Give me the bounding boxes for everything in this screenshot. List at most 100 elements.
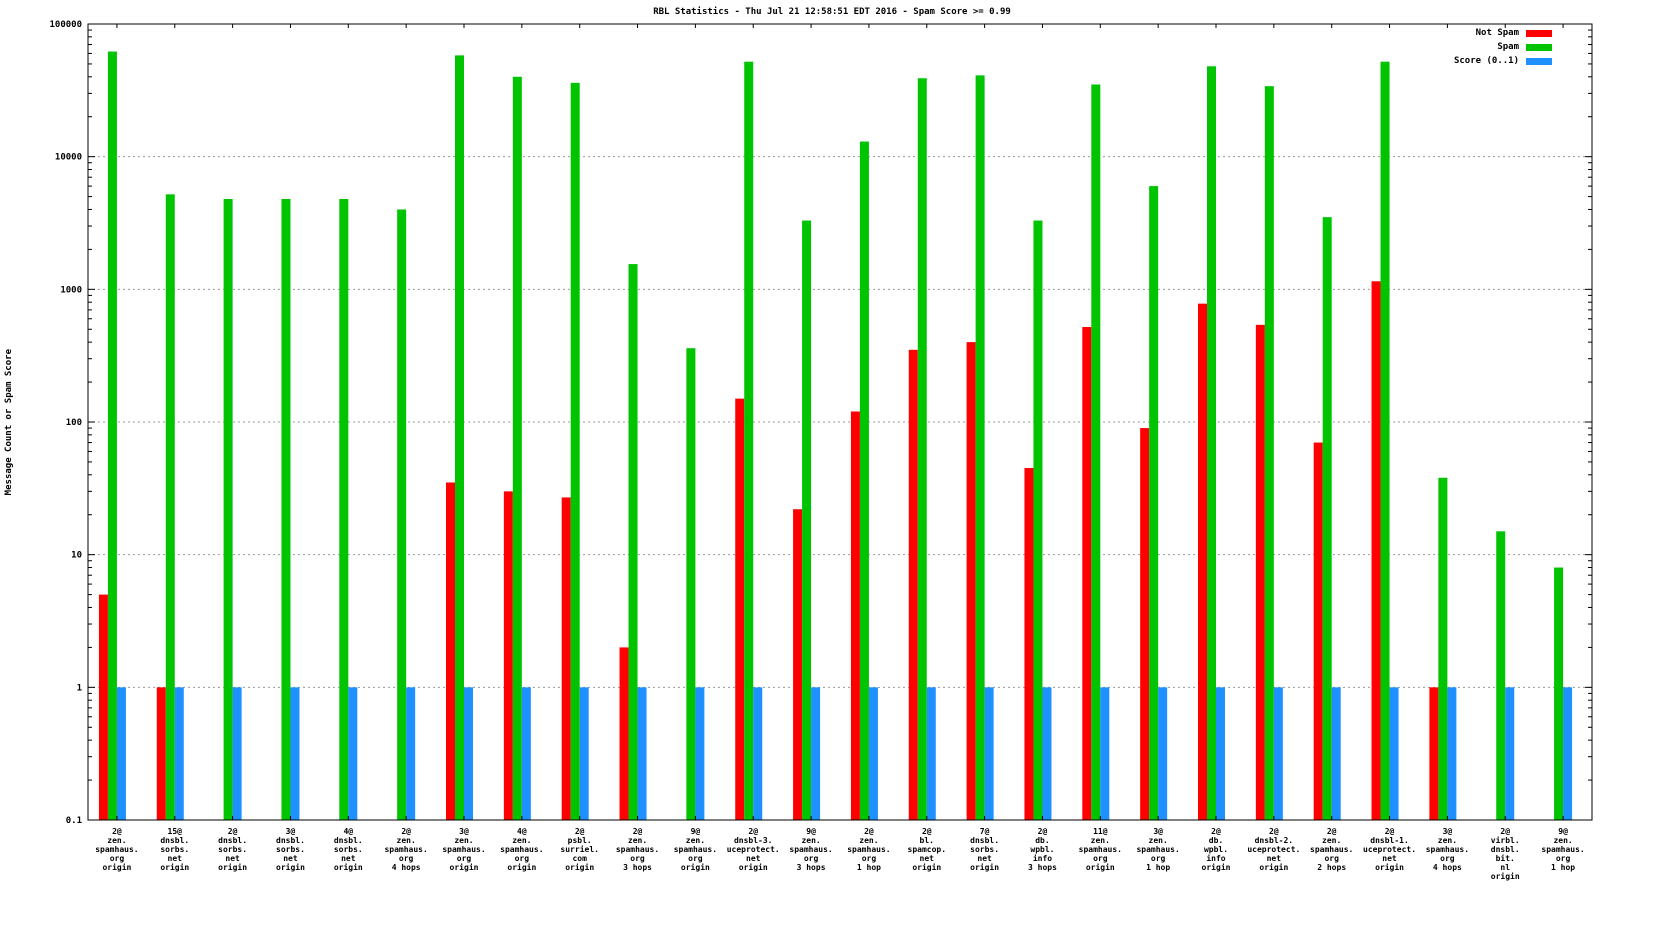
y-tick-label: 100 bbox=[66, 418, 82, 428]
x-category-label: 2@ dnsbl-1. uceprotect. net origin bbox=[1363, 827, 1416, 872]
bar-score-0-1--5 bbox=[406, 687, 416, 820]
bar-not-spam-12 bbox=[793, 509, 803, 820]
bar-score-0-1--7 bbox=[521, 687, 531, 820]
legend-label: Score (0..1) bbox=[1453, 56, 1519, 66]
x-category-label: 2@ zen. spamhaus. org 1 hop bbox=[847, 827, 890, 872]
bar-score-0-1--0 bbox=[116, 687, 126, 820]
x-category-label: 2@ virbl. dnsbl. bit. nl origin bbox=[1491, 827, 1520, 881]
x-category-label: 3@ zen. spamhaus. org 1 hop bbox=[1136, 827, 1179, 872]
bar-spam-9 bbox=[628, 264, 638, 821]
bar-spam-25 bbox=[1554, 567, 1564, 820]
bar-not-spam-18 bbox=[1140, 428, 1150, 820]
bar-spam-18 bbox=[1149, 186, 1159, 820]
y-tick-label: 0.1 bbox=[66, 816, 82, 826]
x-category-label: 3@ zen. spamhaus. org 4 hops bbox=[1426, 827, 1469, 872]
bar-score-0-1--1 bbox=[174, 687, 184, 820]
bar-spam-10 bbox=[686, 348, 696, 820]
bar-spam-16 bbox=[1033, 220, 1043, 820]
bar-score-0-1--23 bbox=[1447, 687, 1457, 820]
bar-score-0-1--19 bbox=[1216, 687, 1225, 820]
y-tick-label: 10 bbox=[71, 551, 82, 561]
bar-score-0-1--18 bbox=[1158, 687, 1168, 820]
bar-score-0-1--2 bbox=[232, 687, 242, 820]
bar-not-spam-19 bbox=[1198, 303, 1207, 820]
bar-spam-21 bbox=[1322, 217, 1332, 821]
x-category-label: 7@ dnsbl. sorbs. net origin bbox=[970, 827, 999, 872]
x-category-label: 2@ zen. spamhaus. org 2 hops bbox=[1310, 827, 1353, 872]
bar-not-spam-8 bbox=[561, 497, 571, 820]
bar-not-spam-6 bbox=[446, 482, 455, 820]
legend: Not Spam Spam Score (0..1) bbox=[1454, 28, 1552, 70]
x-category-label: 2@ dnsbl-3. uceprotect. net origin bbox=[727, 827, 780, 872]
y-tick-label: 10000 bbox=[55, 153, 82, 163]
bar-spam-17 bbox=[1091, 84, 1101, 821]
bar-score-0-1--25 bbox=[1563, 687, 1573, 820]
bar-score-0-1--6 bbox=[464, 687, 473, 820]
legend-item: Not Spam bbox=[1454, 28, 1552, 38]
bar-not-spam-14 bbox=[908, 349, 918, 820]
x-category-label: 4@ zen. spamhaus. org origin bbox=[500, 827, 543, 872]
bar-score-0-1--15 bbox=[984, 687, 994, 820]
bar-spam-11 bbox=[744, 61, 754, 821]
bar-not-spam-21 bbox=[1313, 442, 1323, 820]
bar-not-spam-1 bbox=[156, 687, 166, 820]
bar-not-spam-20 bbox=[1255, 324, 1265, 820]
bar-score-0-1--3 bbox=[290, 687, 300, 820]
y-tick-label: 1000 bbox=[60, 285, 82, 295]
bar-spam-8 bbox=[570, 82, 580, 820]
x-category-label: 2@ zen. spamhaus. org 4 hops bbox=[384, 827, 427, 872]
y-tick-label: 100000 bbox=[49, 20, 82, 30]
bar-spam-22 bbox=[1380, 61, 1390, 821]
bar-score-0-1--14 bbox=[926, 687, 936, 820]
bar-spam-6 bbox=[455, 55, 464, 821]
bar-score-0-1--10 bbox=[695, 687, 705, 820]
x-category-label: 4@ dnsbl. sorbs. net origin bbox=[334, 827, 363, 872]
bar-spam-24 bbox=[1496, 531, 1506, 820]
legend-swatch-score-0-1- bbox=[1526, 57, 1552, 65]
legend-item: Score (0..1) bbox=[1454, 56, 1552, 66]
legend-item: Spam bbox=[1454, 42, 1552, 52]
x-category-label: 2@ zen. spamhaus. org origin bbox=[95, 827, 138, 872]
x-category-label: 2@ dnsbl-2. uceprotect. net origin bbox=[1247, 827, 1300, 872]
x-category-label: 3@ dnsbl. sorbs. net origin bbox=[276, 827, 305, 872]
bar-score-0-1--20 bbox=[1273, 687, 1283, 820]
bar-spam-3 bbox=[281, 198, 291, 820]
legend-label: Not Spam bbox=[1475, 28, 1519, 38]
bar-spam-1 bbox=[165, 194, 175, 820]
x-category-label: 2@ psbl. surriel. com origin bbox=[560, 827, 599, 872]
bar-not-spam-0 bbox=[98, 594, 108, 820]
x-category-label: 2@ db. wpbl. info origin bbox=[1202, 827, 1231, 872]
bar-score-0-1--17 bbox=[1100, 687, 1110, 820]
bar-score-0-1--21 bbox=[1331, 687, 1341, 820]
bar-score-0-1--13 bbox=[868, 687, 878, 820]
x-category-label: 2@ dnsbl. sorbs. net origin bbox=[218, 827, 247, 872]
x-category-label: 11@ zen. spamhaus. org origin bbox=[1079, 827, 1122, 872]
legend-swatch-spam bbox=[1526, 43, 1552, 51]
bar-spam-0 bbox=[107, 51, 117, 820]
bar-spam-2 bbox=[223, 198, 233, 820]
bar-spam-12 bbox=[802, 220, 812, 820]
x-category-label: 9@ zen. spamhaus. org 1 hop bbox=[1541, 827, 1584, 872]
x-category-label: 2@ bl. spamcop. net origin bbox=[908, 827, 947, 872]
bar-spam-19 bbox=[1207, 66, 1216, 820]
bar-score-0-1--8 bbox=[579, 687, 589, 820]
bar-not-spam-22 bbox=[1371, 281, 1381, 820]
bar-score-0-1--9 bbox=[637, 687, 647, 820]
bar-score-0-1--11 bbox=[753, 687, 763, 820]
bar-not-spam-13 bbox=[850, 411, 860, 820]
bar-score-0-1--16 bbox=[1042, 687, 1052, 820]
legend-swatch-not-spam bbox=[1526, 29, 1552, 37]
bar-spam-20 bbox=[1264, 86, 1274, 821]
bar-score-0-1--4 bbox=[348, 687, 358, 820]
bar-spam-4 bbox=[339, 198, 349, 820]
bar-spam-7 bbox=[512, 76, 522, 820]
bar-spam-13 bbox=[859, 141, 869, 821]
bar-not-spam-16 bbox=[1024, 468, 1034, 820]
bar-score-0-1--24 bbox=[1505, 687, 1515, 820]
bar-spam-23 bbox=[1438, 477, 1448, 820]
bar-score-0-1--12 bbox=[811, 687, 821, 820]
bar-not-spam-15 bbox=[966, 342, 976, 820]
bar-not-spam-7 bbox=[503, 491, 513, 820]
bar-spam-5 bbox=[397, 209, 407, 821]
